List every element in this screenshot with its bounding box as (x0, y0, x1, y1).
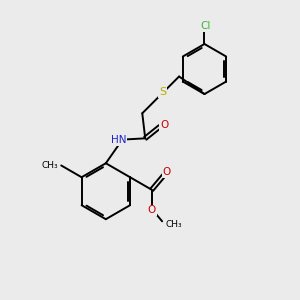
Text: HN: HN (111, 135, 127, 145)
Text: O: O (148, 206, 156, 215)
Text: O: O (160, 120, 169, 130)
Text: S: S (159, 87, 167, 97)
Text: Cl: Cl (201, 21, 211, 31)
Text: O: O (163, 167, 171, 177)
Text: CH₃: CH₃ (165, 220, 182, 229)
Text: CH₃: CH₃ (42, 161, 58, 170)
